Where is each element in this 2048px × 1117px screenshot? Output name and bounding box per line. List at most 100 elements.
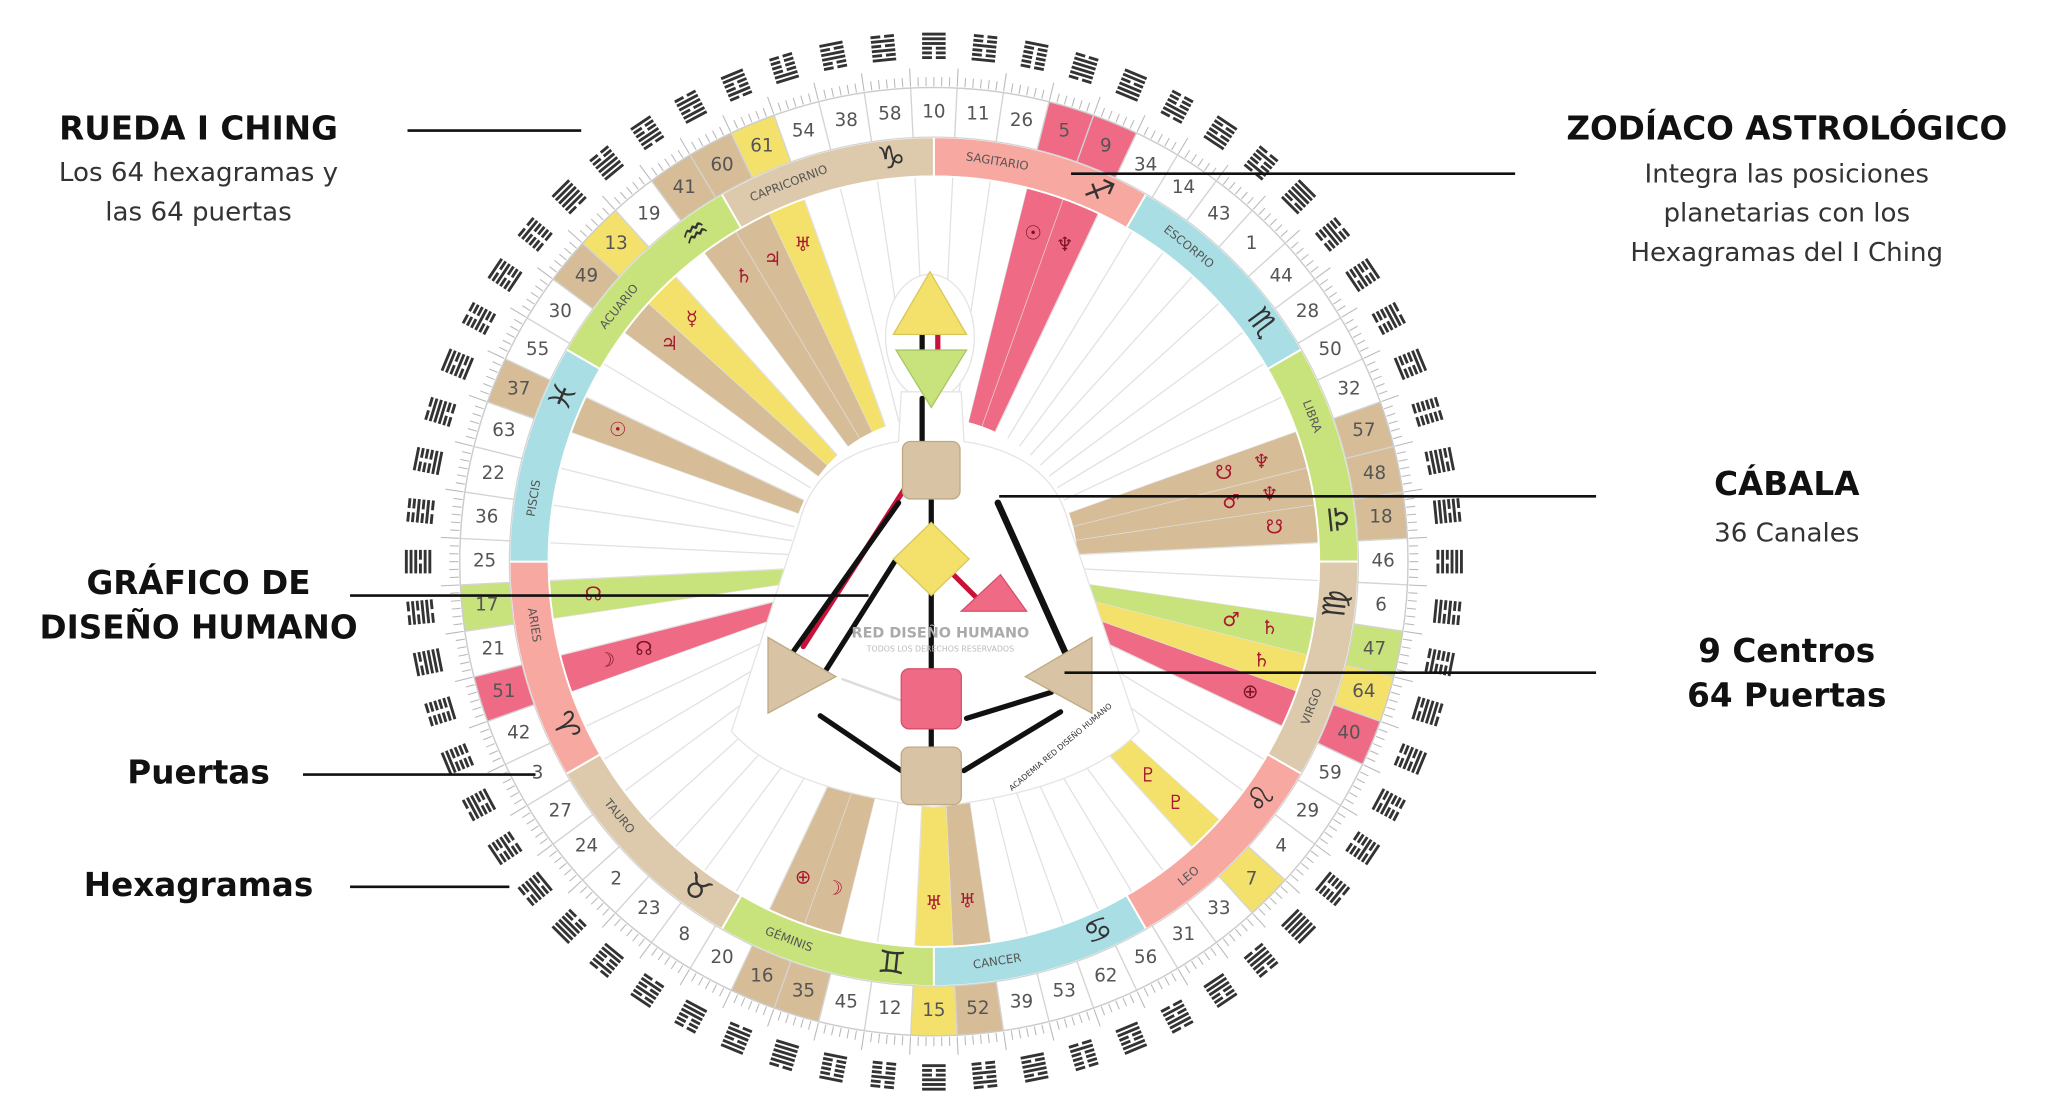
hexagram: [819, 1052, 848, 1083]
gate-number: 37: [507, 379, 530, 400]
gate-number: 50: [1319, 339, 1342, 360]
hexagram-line: [510, 268, 519, 279]
hexagram-line: [1287, 915, 1307, 935]
hexagram-line: [935, 1068, 946, 1072]
hexagram: [1314, 216, 1351, 252]
hexagram-line: [987, 1084, 998, 1088]
tick: [995, 1032, 998, 1043]
hexagram-line: [503, 833, 511, 844]
hexagram-line: [1432, 599, 1439, 623]
tick: [1269, 897, 1277, 905]
hexagram-line: [685, 110, 708, 124]
tick: [1041, 1024, 1045, 1034]
hexagram-line: [1429, 701, 1439, 726]
channel: [961, 709, 1064, 774]
hexagram-line: [458, 368, 465, 379]
hexagram-line: [558, 918, 577, 938]
tick: [632, 181, 639, 190]
hexagram: [589, 145, 625, 181]
hexagram-line: [1087, 1057, 1098, 1063]
gate-divider: [552, 504, 792, 542]
tick: [1078, 1014, 1083, 1024]
hexagram-line: [885, 52, 896, 57]
tick: [1269, 218, 1277, 226]
hexagram-line: [440, 348, 453, 372]
hexagram: [461, 788, 497, 822]
hexagram: [1203, 972, 1238, 1008]
tick: [987, 80, 990, 90]
hexagram-line: [1318, 228, 1328, 239]
tick: [450, 592, 460, 594]
hexagram-line: [837, 63, 848, 69]
hexagram-line: [598, 156, 619, 174]
hexagram-line: [774, 70, 798, 80]
tick: [722, 115, 732, 133]
tick: [1229, 181, 1236, 190]
tick: [1018, 84, 1022, 94]
tick: [1305, 856, 1314, 864]
tick: [885, 79, 888, 89]
gate-number: 39: [1010, 991, 1033, 1012]
tick: [489, 368, 498, 374]
hexagram-line: [1437, 599, 1443, 624]
hexagram-line: [884, 43, 895, 48]
hexagram-line: [690, 1018, 701, 1026]
hexagram-line: [720, 1043, 744, 1055]
hexagram-line: [577, 918, 587, 928]
hexagram-line: [1419, 415, 1426, 426]
tick: [664, 956, 671, 965]
hexagram-line: [564, 912, 574, 921]
hexagram-line: [1402, 353, 1409, 364]
tick: [535, 831, 544, 838]
hexagram-line: [1269, 960, 1279, 970]
tick: [1388, 699, 1398, 703]
hexagram: [1371, 788, 1406, 822]
hexagram-line: [822, 1056, 833, 1062]
gate-divider: [803, 198, 887, 427]
tick: [1366, 361, 1376, 366]
hexagram-line: [871, 48, 896, 54]
planet-glyph: ♂: [1222, 608, 1240, 631]
tick: [1396, 669, 1406, 673]
hexagram-line: [535, 242, 545, 252]
tick: [1280, 886, 1288, 894]
gate-number: 25: [473, 551, 496, 572]
gate-divider: [768, 213, 874, 433]
hexagram-line: [1037, 47, 1048, 53]
gate-number: 7: [1246, 868, 1258, 889]
hexagram-line: [1459, 549, 1463, 574]
sacral-center: [900, 668, 962, 730]
tick: [1383, 405, 1393, 410]
gate-divider: [1007, 230, 1133, 439]
spleen-center: [767, 636, 838, 715]
hexagram-line: [1441, 549, 1445, 574]
hexagram: [412, 446, 444, 476]
hexagram-line: [1325, 890, 1335, 901]
hexagram-line: [1075, 1065, 1086, 1072]
hexagram-line: [1269, 153, 1279, 163]
tick: [777, 102, 782, 112]
hexagram-line: [1172, 116, 1183, 124]
hexagram-line: [446, 402, 452, 413]
hexagram-line: [1290, 918, 1310, 938]
hexagram-line: [1258, 969, 1268, 978]
hexagram-line: [428, 396, 434, 408]
hexagram-line: [1415, 402, 1422, 413]
hexagram-line: [510, 845, 519, 855]
hexagram-line: [442, 415, 448, 426]
tick: [1400, 466, 1410, 470]
ajna-center: [894, 349, 968, 409]
tick: [1010, 83, 1014, 93]
tick: [1275, 891, 1283, 900]
hexagram-line: [480, 804, 488, 815]
hexagram-line: [1360, 260, 1369, 271]
hexagram-line: [1437, 499, 1443, 524]
tick: [800, 95, 804, 105]
gate-ray: [1073, 582, 1316, 656]
hexagram-line: [1378, 325, 1386, 336]
hexagram-line: [770, 1057, 794, 1067]
hexagram: [971, 34, 998, 63]
planet-glyph: ♃: [764, 247, 782, 270]
tick: [1026, 1027, 1029, 1037]
tick: [1171, 141, 1177, 151]
